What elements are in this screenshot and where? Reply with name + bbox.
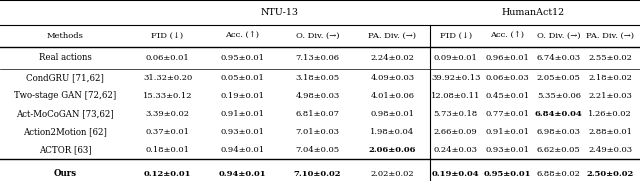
Text: 0.37±0.01: 0.37±0.01 xyxy=(145,128,189,136)
Text: Methods: Methods xyxy=(47,32,83,40)
Text: 0.12±0.01: 0.12±0.01 xyxy=(144,170,191,178)
Text: 6.84±0.04: 6.84±0.04 xyxy=(535,110,582,118)
Text: 6.74±0.03: 6.74±0.03 xyxy=(537,54,581,62)
Text: 7.13±0.06: 7.13±0.06 xyxy=(296,54,339,62)
Text: 2.18±0.02: 2.18±0.02 xyxy=(588,74,632,82)
Text: 0.06±0.01: 0.06±0.01 xyxy=(146,54,189,62)
Text: 4.09±0.03: 4.09±0.03 xyxy=(371,74,415,82)
Text: 2.49±0.03: 2.49±0.03 xyxy=(588,146,632,154)
Text: Two-stage GAN [72,62]: Two-stage GAN [72,62] xyxy=(14,91,116,100)
Text: FID (↓): FID (↓) xyxy=(440,32,472,40)
Text: 2.02±0.02: 2.02±0.02 xyxy=(371,170,414,178)
Text: 2.55±0.02: 2.55±0.02 xyxy=(588,54,632,62)
Text: 0.93±0.01: 0.93±0.01 xyxy=(221,128,264,136)
Text: 0.98±0.01: 0.98±0.01 xyxy=(371,110,415,118)
Text: 0.18±0.01: 0.18±0.01 xyxy=(145,146,189,154)
Text: 0.95±0.01: 0.95±0.01 xyxy=(221,54,264,62)
Text: 0.06±0.03: 0.06±0.03 xyxy=(485,74,529,82)
Text: Action2Motion [62]: Action2Motion [62] xyxy=(23,128,107,137)
Text: Real actions: Real actions xyxy=(38,53,92,62)
Text: 0.19±0.01: 0.19±0.01 xyxy=(221,92,264,100)
Text: 2.24±0.02: 2.24±0.02 xyxy=(371,54,415,62)
Text: Acc. (↑): Acc. (↑) xyxy=(225,32,259,40)
Text: 7.10±0.02: 7.10±0.02 xyxy=(294,170,341,178)
Text: 0.45±0.01: 0.45±0.01 xyxy=(485,92,529,100)
Text: 7.01±0.03: 7.01±0.03 xyxy=(296,128,339,136)
Text: 15.33±0.12: 15.33±0.12 xyxy=(143,92,192,100)
Text: 6.88±0.02: 6.88±0.02 xyxy=(537,170,580,178)
Text: 5.73±0.18: 5.73±0.18 xyxy=(434,110,478,118)
Text: 0.96±0.01: 0.96±0.01 xyxy=(485,54,529,62)
Text: 0.05±0.01: 0.05±0.01 xyxy=(221,74,264,82)
Text: 0.95±0.01: 0.95±0.01 xyxy=(483,170,531,178)
Text: 2.21±0.03: 2.21±0.03 xyxy=(588,92,632,100)
Text: 4.01±0.06: 4.01±0.06 xyxy=(371,92,415,100)
Text: 0.24±0.03: 0.24±0.03 xyxy=(434,146,477,154)
Text: 0.19±0.04: 0.19±0.04 xyxy=(432,170,479,178)
Text: 0.77±0.01: 0.77±0.01 xyxy=(485,110,529,118)
Text: 2.88±0.01: 2.88±0.01 xyxy=(588,128,632,136)
Text: 2.66±0.09: 2.66±0.09 xyxy=(434,128,477,136)
Text: 0.91±0.01: 0.91±0.01 xyxy=(485,128,529,136)
Text: 6.62±0.05: 6.62±0.05 xyxy=(537,146,580,154)
Text: FID (↓): FID (↓) xyxy=(152,32,184,40)
Text: 3.39±0.02: 3.39±0.02 xyxy=(145,110,189,118)
Text: 2.05±0.05: 2.05±0.05 xyxy=(537,74,580,82)
Text: CondGRU [71,62]: CondGRU [71,62] xyxy=(26,73,104,82)
Text: 0.93±0.01: 0.93±0.01 xyxy=(485,146,529,154)
Text: Acc. (↑): Acc. (↑) xyxy=(490,32,524,40)
Text: 2.06±0.06: 2.06±0.06 xyxy=(369,146,416,154)
Text: 1.98±0.04: 1.98±0.04 xyxy=(371,128,415,136)
Text: Ours: Ours xyxy=(53,169,77,178)
Text: NTU-13: NTU-13 xyxy=(261,8,299,17)
Text: 6.98±0.03: 6.98±0.03 xyxy=(537,128,580,136)
Text: 0.94±0.01: 0.94±0.01 xyxy=(220,146,264,154)
Text: 4.98±0.03: 4.98±0.03 xyxy=(296,92,340,100)
Text: 0.94±0.01: 0.94±0.01 xyxy=(219,170,266,178)
Text: ACTOR [63]: ACTOR [63] xyxy=(38,146,92,155)
Text: 5.35±0.06: 5.35±0.06 xyxy=(537,92,580,100)
Text: O. Div. (→): O. Div. (→) xyxy=(296,32,339,40)
Text: Act-MoCoGAN [73,62]: Act-MoCoGAN [73,62] xyxy=(16,110,114,119)
Text: 6.81±0.07: 6.81±0.07 xyxy=(296,110,339,118)
Text: 3.18±0.05: 3.18±0.05 xyxy=(296,74,340,82)
Text: 2.50±0.02: 2.50±0.02 xyxy=(587,170,634,178)
Text: PA. Div. (→): PA. Div. (→) xyxy=(586,32,634,40)
Text: 12.08±0.11: 12.08±0.11 xyxy=(431,92,481,100)
Text: 39.92±0.13: 39.92±0.13 xyxy=(431,74,481,82)
Text: PA. Div. (→): PA. Div. (→) xyxy=(369,32,417,40)
Text: 0.91±0.01: 0.91±0.01 xyxy=(221,110,264,118)
Text: 0.09±0.01: 0.09±0.01 xyxy=(434,54,477,62)
Text: HumanAct12: HumanAct12 xyxy=(501,8,564,17)
Text: 1.26±0.02: 1.26±0.02 xyxy=(588,110,632,118)
Text: O. Div. (→): O. Div. (→) xyxy=(537,32,580,40)
Text: 7.04±0.05: 7.04±0.05 xyxy=(296,146,340,154)
Text: 31.32±0.20: 31.32±0.20 xyxy=(143,74,192,82)
